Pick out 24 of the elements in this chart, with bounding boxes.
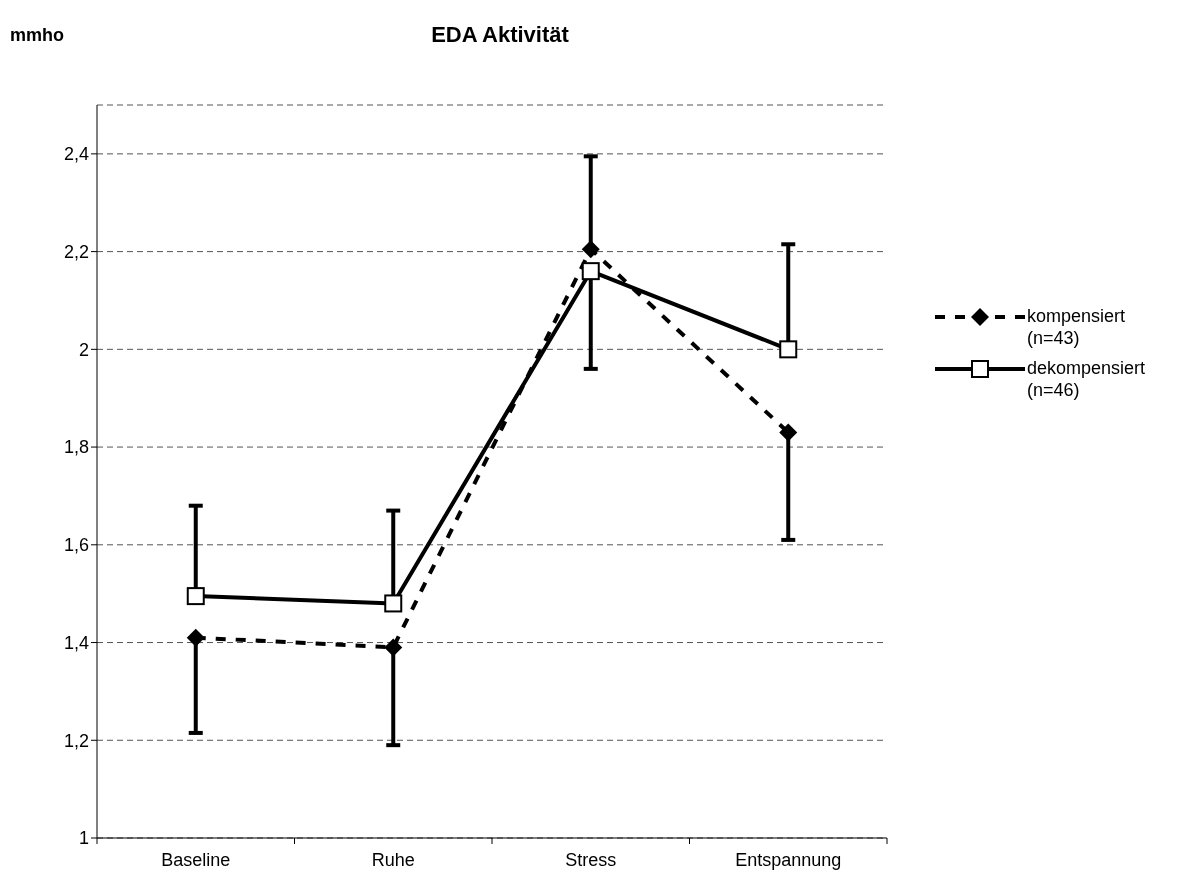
y-tick-label: 1,2 xyxy=(63,730,89,751)
point xyxy=(384,594,403,613)
y-tick-label: 2,4 xyxy=(63,144,89,165)
point xyxy=(581,240,600,259)
y-axis-title: mmho xyxy=(10,25,64,46)
legend-label: dekompensiert (n=46) xyxy=(1027,357,1146,401)
point xyxy=(186,628,205,647)
point xyxy=(779,423,798,442)
y-tick-label: 1,6 xyxy=(63,535,89,556)
y-tick-label: 1 xyxy=(78,828,89,849)
point xyxy=(581,262,600,281)
y-tick-label: 1,4 xyxy=(63,632,89,653)
x-tick-label: Entspannung xyxy=(735,850,842,870)
point xyxy=(186,587,205,606)
chart-title: EDA Aktivität xyxy=(430,22,570,48)
point xyxy=(384,638,403,657)
legend-label: kompensiert (n=43) xyxy=(1027,305,1127,349)
y-tick-label: 2 xyxy=(78,339,89,360)
point xyxy=(779,340,798,359)
y-tick-label: 2,2 xyxy=(63,241,89,262)
x-tick-label: Ruhe xyxy=(371,850,415,870)
x-tick-label: Stress xyxy=(565,850,617,870)
y-tick-label: 1,8 xyxy=(63,437,89,458)
x-tick-label: Baseline xyxy=(161,850,231,870)
